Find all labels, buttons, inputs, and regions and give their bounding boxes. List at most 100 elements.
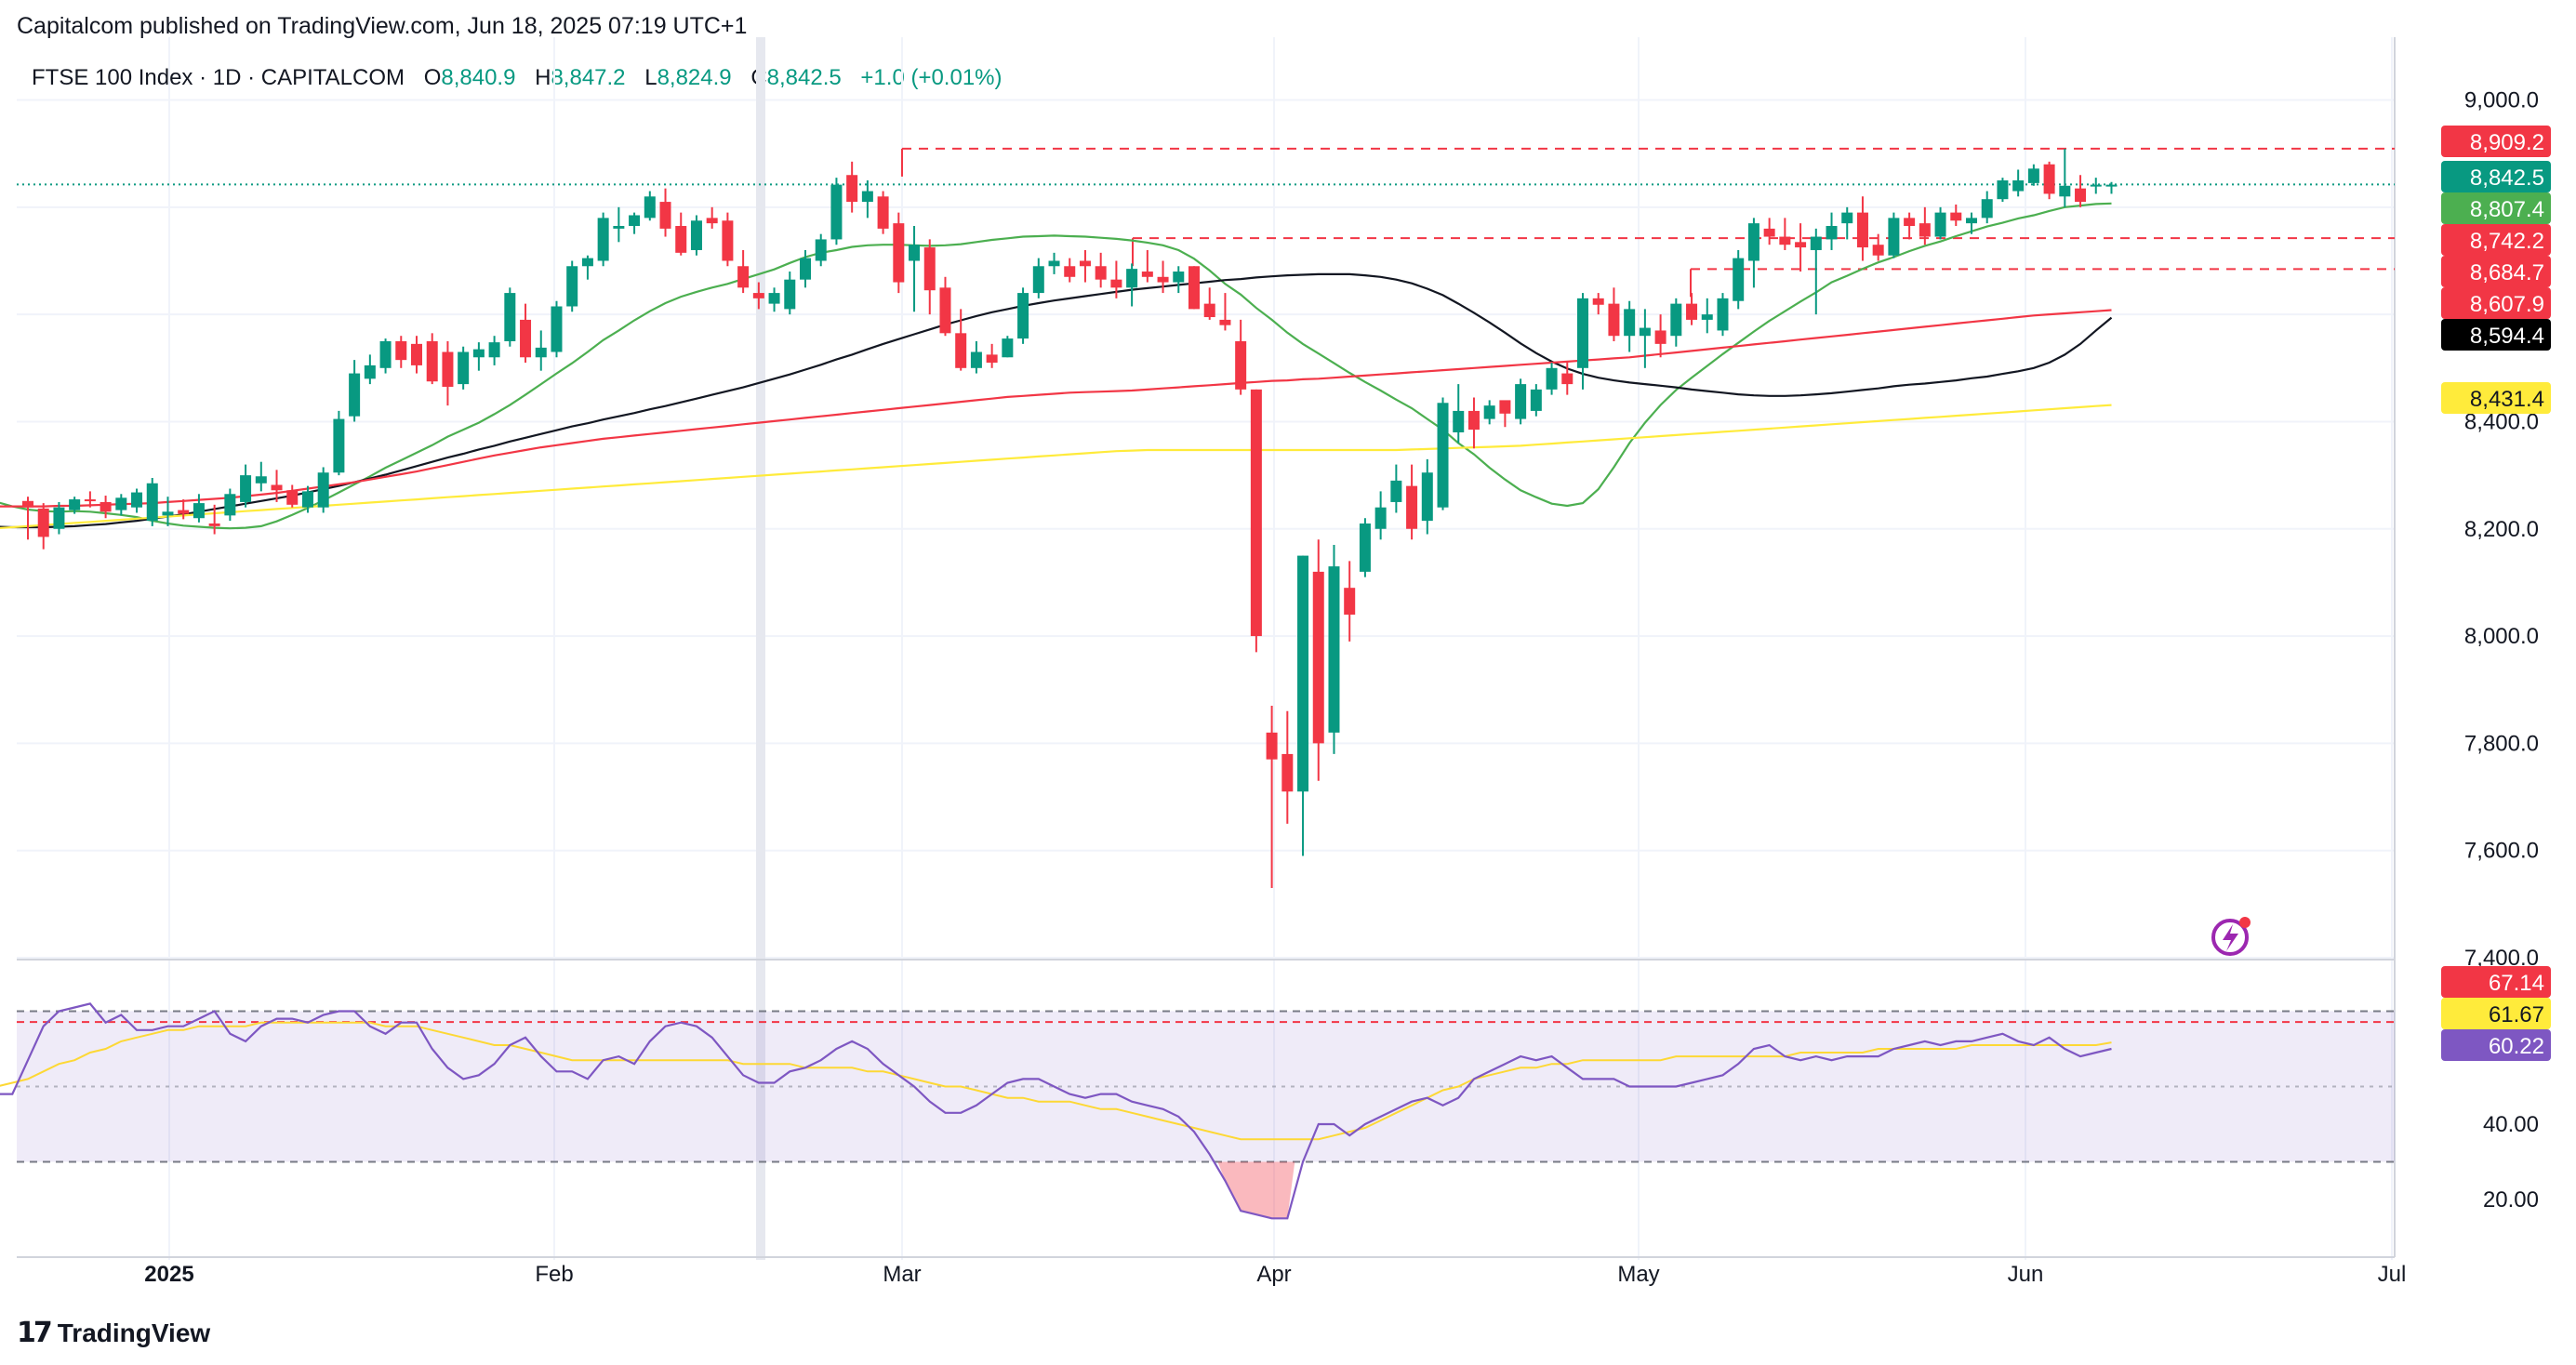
ma-line-2	[0, 272, 2113, 529]
price-tag: 8,431.4	[2441, 382, 2551, 414]
low-label: L	[644, 65, 657, 90]
symbol-legend: FTSE 100 Index · 1D · CAPITALCOM O8,840.…	[32, 65, 1003, 91]
candle	[566, 260, 578, 312]
candle	[1157, 260, 1169, 294]
candle	[1374, 491, 1387, 540]
candle	[1950, 204, 1962, 227]
candle	[240, 464, 252, 508]
candle	[115, 494, 127, 516]
candle	[1467, 397, 1480, 449]
price-tag: 8,842.5	[2441, 161, 2551, 192]
candle	[955, 309, 967, 371]
rsi-line	[0, 1002, 2112, 1220]
candle	[146, 477, 158, 526]
candle	[458, 346, 470, 390]
candle	[784, 272, 796, 315]
price-axis[interactable]: 9,000.08,400.08,200.08,000.07,800.07,600…	[2464, 88, 2539, 971]
price-tag: 8,594.4	[2441, 319, 2551, 351]
candle	[1686, 293, 1698, 325]
candle	[1608, 287, 1620, 341]
candle	[613, 206, 625, 243]
high-label: H	[535, 65, 551, 90]
candle	[1997, 178, 2009, 203]
close-value: 8,842.5	[766, 65, 842, 90]
candle	[2075, 175, 2087, 207]
candle	[986, 343, 998, 368]
candle	[271, 470, 283, 502]
candle	[722, 212, 734, 267]
candle	[1002, 336, 1014, 358]
candle	[1266, 706, 1278, 889]
candle	[100, 496, 112, 519]
svg-text:61.67: 61.67	[2489, 1002, 2544, 1027]
time-axis[interactable]: 2025 Feb Mar Apr May Jun Jul	[144, 1262, 2406, 1287]
candle	[1141, 249, 1153, 283]
candle	[2059, 148, 2071, 207]
candle	[255, 461, 267, 492]
price-tags: 8,909.2 8,842.5 8,807.4 8,742.2 8,684.7 8,607…	[2441, 126, 2551, 1061]
svg-text:8,842.5: 8,842.5	[2470, 166, 2544, 191]
symbol-title[interactable]: FTSE 100 Index · 1D · CAPITALCOM	[32, 65, 405, 90]
candle	[2090, 178, 2102, 194]
lightning-icon[interactable]	[2211, 917, 2251, 956]
candle	[861, 180, 873, 219]
candle	[333, 410, 345, 476]
low-value: 8,824.9	[657, 65, 732, 90]
candle	[551, 300, 563, 358]
ma-line-3	[0, 309, 2112, 508]
price-tag: 67.14	[2441, 966, 2551, 998]
tradingview-mark-icon: 17	[17, 1317, 53, 1349]
candle	[1826, 212, 1838, 250]
candle	[877, 191, 889, 234]
candle	[1126, 263, 1138, 307]
candle	[1483, 400, 1495, 425]
rsi-axis[interactable]: 40.00 20.00	[2483, 1112, 2539, 1213]
candle	[1856, 196, 1868, 261]
candle	[1577, 293, 1588, 390]
price-tag: 8,807.4	[2441, 192, 2551, 224]
price-tag: 61.67	[2441, 998, 2551, 1029]
rsi-lines	[0, 1002, 2395, 1220]
candle	[426, 333, 438, 385]
candle	[364, 354, 376, 385]
candle	[752, 282, 764, 310]
candle	[2027, 164, 2039, 186]
candle	[535, 330, 547, 371]
candle	[22, 497, 33, 540]
rsi-tick-label: 20.00	[2483, 1187, 2539, 1213]
candle	[349, 360, 361, 422]
candle	[846, 161, 858, 213]
candle	[301, 485, 313, 513]
time-tick-label: 2025	[144, 1262, 193, 1287]
candle	[395, 336, 407, 368]
candle	[520, 303, 532, 364]
candle	[1173, 266, 1185, 294]
candle	[1017, 287, 1029, 344]
candle	[1779, 218, 1791, 250]
candle	[69, 497, 81, 514]
candle	[131, 488, 143, 513]
candle	[1701, 298, 1713, 334]
candle	[1437, 397, 1449, 510]
price-tick-label: 8,000.0	[2464, 624, 2539, 649]
candle	[1934, 206, 1946, 240]
candle	[1453, 384, 1465, 444]
candle	[1904, 212, 1916, 240]
candle	[1406, 464, 1418, 540]
tradingview-brand: TradingView	[57, 1318, 211, 1347]
candle	[706, 206, 718, 229]
candle	[472, 342, 485, 371]
ma-line-1	[0, 202, 2112, 530]
candle	[1250, 389, 1262, 653]
candle	[1515, 378, 1527, 425]
candle	[1048, 252, 1060, 274]
candle	[442, 340, 454, 406]
candle	[1888, 212, 1900, 258]
time-tick-label: May	[1617, 1262, 1659, 1287]
time-tick-label: Jun	[2008, 1262, 2044, 1287]
candle	[1717, 293, 1729, 337]
tradingview-logo[interactable]: 17 TradingView	[17, 1317, 210, 1349]
publisher-line: Capitalcom published on TradingView.com,…	[17, 13, 748, 39]
candle	[2012, 169, 2025, 197]
